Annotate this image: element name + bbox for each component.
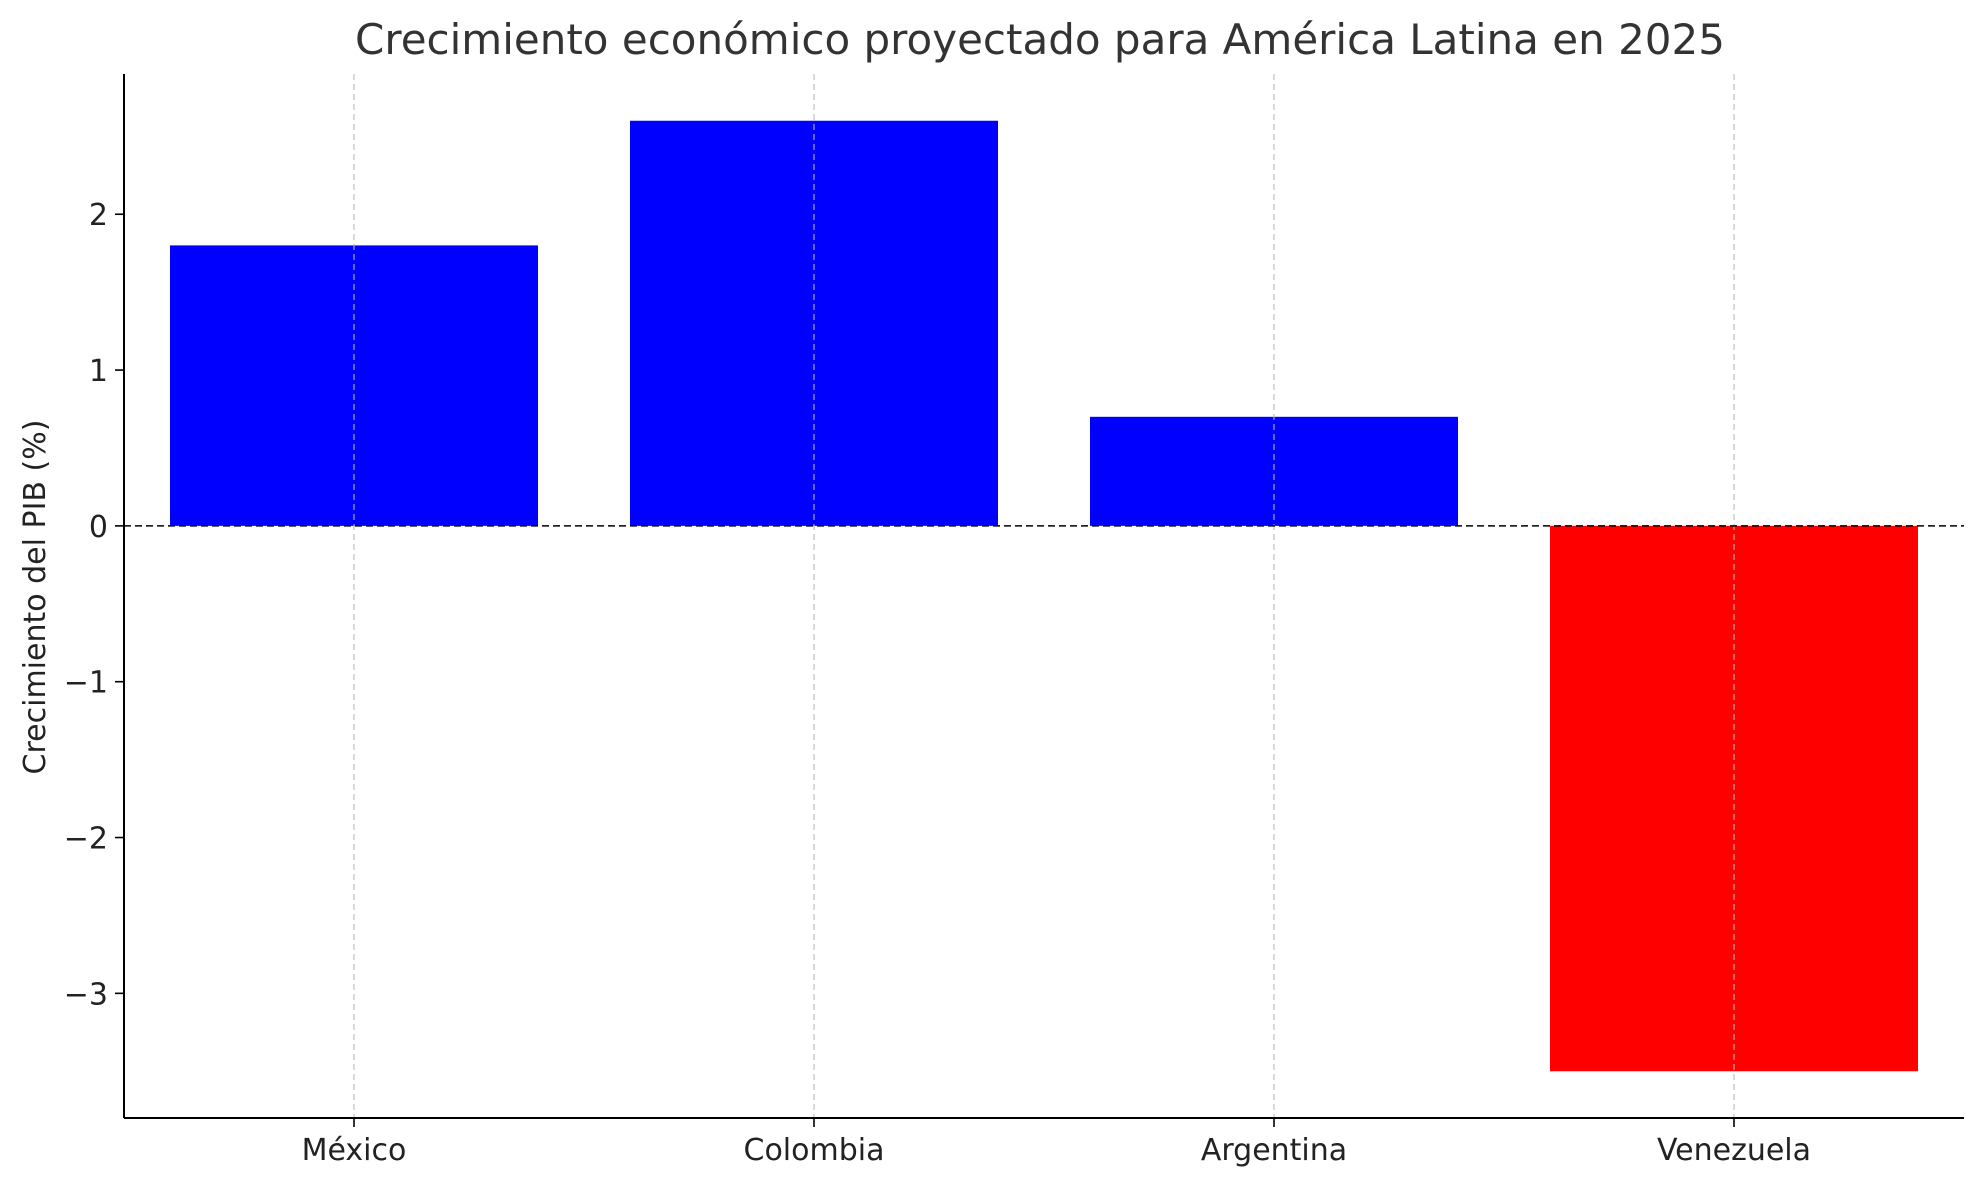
chart-title: Crecimiento económico proyectado para Am… <box>355 15 1725 64</box>
y-tick-label-3: −1 <box>64 666 108 701</box>
y-tick-label-1: 1 <box>89 354 108 389</box>
axes <box>123 74 1964 1119</box>
x-tick-label-0: México <box>302 1133 407 1168</box>
y-tick-label-0: 2 <box>89 198 108 233</box>
x-tick-label-2: Argentina <box>1201 1133 1347 1168</box>
x-tick-label-3: Venezuela <box>1657 1133 1811 1168</box>
y-axis-label: Crecimiento del PIB (%) <box>18 420 53 775</box>
y-tick-label-4: −2 <box>64 822 108 857</box>
y-ticks: 2 1 0 −1 −2 −3 <box>64 198 124 1012</box>
grid-lines <box>353 74 1735 1118</box>
y-tick-label-5: −3 <box>64 977 108 1012</box>
y-tick-label-2: 0 <box>89 510 108 545</box>
x-tick-label-1: Colombia <box>744 1133 885 1168</box>
x-ticks: México Colombia Argentina Venezuela <box>302 1118 1811 1168</box>
